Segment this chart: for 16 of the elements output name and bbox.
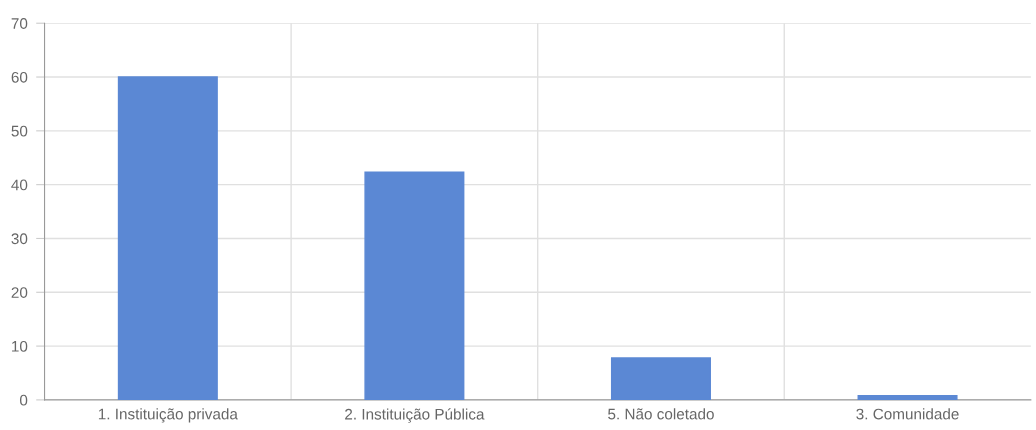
y-tick-label: 10 [12,340,28,352]
bar [364,171,465,400]
x-tick-label: 3. Comunidade [856,408,959,420]
y-tick-label: 40 [11,179,28,191]
y-tick-label: 70 [11,18,28,29]
x-tick-label: 2. Instituição Pública [345,408,485,423]
y-tick-label: 30 [11,233,28,245]
y-tick-label: 50 [11,125,28,137]
x-tick-label: 1. Instituição privada [98,408,238,423]
bar [610,357,711,400]
y-tick-label: 0 [19,394,28,406]
y-tick-label: 20 [11,287,28,298]
bar [117,76,218,400]
bar [857,394,958,400]
x-tick-label: 5. Não coletado [608,408,714,420]
y-tick-label: 60 [11,71,28,83]
